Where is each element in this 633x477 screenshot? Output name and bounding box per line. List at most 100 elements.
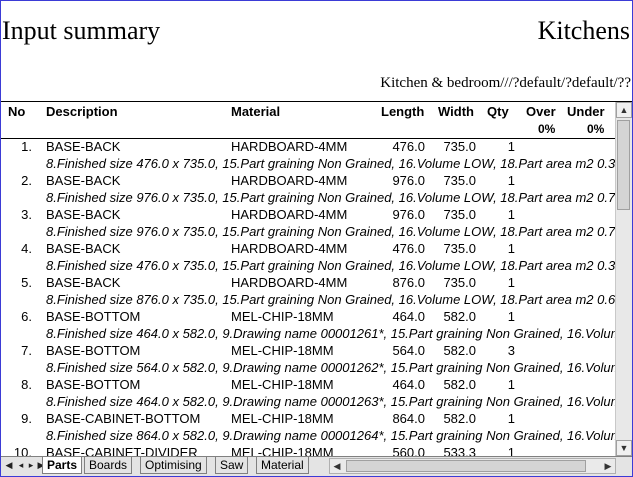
cell-length: 476.0 — [392, 241, 425, 256]
table-row[interactable]: 10. BASE-CABINET-DIVIDER MEL-CHIP-18MM 560.… — [1, 445, 615, 456]
table-row[interactable]: 8. BASE-BOTTOM MEL-CHIP-18MM 464.0 582.0 1 — [1, 377, 615, 394]
cell-qty: 3 — [507, 343, 515, 358]
cell-width: 582.0 — [443, 377, 476, 392]
tab-optimising[interactable]: Optimising — [140, 457, 207, 474]
cell-detail: 8.Finished size 476.0 x 735.0, 15.Part g… — [46, 258, 615, 273]
cell-width: 582.0 — [443, 343, 476, 358]
cell-qty: 1 — [507, 275, 515, 290]
cell-qty: 1 — [507, 411, 515, 426]
cell-detail: 8.Finished size 976.0 x 735.0, 15.Part g… — [46, 190, 615, 205]
cell-description: BASE-BACK — [46, 241, 121, 256]
cell-material: MEL-CHIP-18MM — [231, 309, 334, 324]
vertical-scroll-thumb[interactable] — [617, 120, 630, 210]
cell-qty: 1 — [507, 241, 515, 256]
scroll-up-icon[interactable]: ▲ — [616, 102, 632, 118]
table-row[interactable]: 7. BASE-BOTTOM MEL-CHIP-18MM 564.0 582.0 3 — [1, 343, 615, 360]
tab-material[interactable]: Material — [256, 457, 309, 474]
cell-width: 735.0 — [443, 139, 476, 154]
cell-width: 735.0 — [443, 275, 476, 290]
col-header-material: Material — [231, 104, 281, 119]
cell-detail: 8.Finished size 864.0 x 582.0, 9.Drawing… — [46, 428, 615, 443]
cell-length: 476.0 — [392, 139, 425, 154]
table-row[interactable]: 1. BASE-BACK HARDBOARD-4MM 476.0 735.0 1 — [1, 139, 615, 156]
cell-width: 582.0 — [443, 411, 476, 426]
cell-length: 976.0 — [392, 207, 425, 222]
table-row[interactable]: 9. BASE-CABINET-BOTTOM MEL-CHIP-18MM 864.0 5… — [1, 411, 615, 428]
table-row[interactable]: 4. BASE-BACK HARDBOARD-4MM 476.0 735.0 1 — [1, 241, 615, 258]
report-category: Kitchens — [537, 16, 630, 45]
scroll-left-icon[interactable]: ◀ — [333, 461, 341, 471]
first-sheet-icon[interactable]: ◀ — [5, 460, 13, 470]
col-header-width: Width — [438, 104, 474, 119]
cell-no: 3. — [21, 207, 32, 222]
cell-detail: 8.Finished size 564.0 x 582.0, 9.Drawing… — [46, 360, 615, 375]
cell-no: 5. — [21, 275, 32, 290]
cell-width: 582.0 — [443, 309, 476, 324]
cell-detail: 8.Finished size 464.0 x 582.0, 9.Drawing… — [46, 326, 615, 341]
cell-description: BASE-BOTTOM — [46, 309, 141, 324]
sheet-tab-bar: ◀ ◂ ▸ ▶ Parts Boards Optimising Saw Mate… — [1, 456, 632, 476]
cell-material: HARDBOARD-4MM — [231, 207, 348, 222]
report-subtitle: Kitchen & bedroom///?default/?default/?? — [380, 75, 631, 91]
cell-qty: 1 — [507, 445, 515, 456]
cell-description: BASE-CABINET-BOTTOM — [46, 411, 201, 426]
cell-description: BASE-BACK — [46, 275, 121, 290]
cell-length: 560.0 — [392, 445, 425, 456]
cell-no: 6. — [21, 309, 32, 324]
cell-qty: 1 — [507, 377, 515, 392]
cell-material: HARDBOARD-4MM — [231, 275, 348, 290]
cell-length: 464.0 — [392, 309, 425, 324]
scroll-right-icon[interactable]: ▶ — [604, 461, 612, 471]
last-sheet-icon[interactable]: ▶ — [37, 460, 45, 470]
cell-width: 735.0 — [443, 241, 476, 256]
cell-length: 876.0 — [392, 275, 425, 290]
vertical-scrollbar[interactable]: ▲ ▼ — [615, 102, 632, 456]
cell-no: 7. — [21, 343, 32, 358]
cell-qty: 1 — [507, 139, 515, 154]
table-row[interactable]: 2. BASE-BACK HARDBOARD-4MM 976.0 735.0 1 — [1, 173, 615, 190]
cell-material: HARDBOARD-4MM — [231, 139, 348, 154]
cell-material: HARDBOARD-4MM — [231, 173, 348, 188]
table-row-detail: 8.Finished size 476.0 x 735.0, 15.Part g… — [1, 258, 615, 275]
cell-length: 564.0 — [392, 343, 425, 358]
cell-material: MEL-CHIP-18MM — [231, 445, 334, 456]
cell-width: 533.3 — [443, 445, 476, 456]
under-percent: 0% — [587, 122, 605, 136]
tab-boards[interactable]: Boards — [84, 457, 133, 474]
cell-description: BASE-BOTTOM — [46, 377, 141, 392]
cell-qty: 1 — [507, 309, 515, 324]
horizontal-scroll-thumb[interactable] — [346, 460, 586, 472]
cell-length: 864.0 — [392, 411, 425, 426]
tab-parts[interactable]: Parts — [42, 457, 83, 474]
prev-sheet-icon[interactable]: ◂ — [18, 460, 24, 470]
tab-saw[interactable]: Saw — [215, 457, 249, 474]
table-row-detail: 8.Finished size 976.0 x 735.0, 15.Part g… — [1, 224, 615, 241]
table-row[interactable]: 5. BASE-BACK HARDBOARD-4MM 876.0 735.0 1 — [1, 275, 615, 292]
scroll-down-icon[interactable]: ▼ — [616, 440, 632, 456]
col-header-qty: Qty — [487, 104, 509, 119]
cell-detail: 8.Finished size 876.0 x 735.0, 15.Part g… — [46, 292, 615, 307]
col-header-length: Length — [381, 104, 425, 119]
header-bottom-rule — [1, 138, 615, 139]
header-top-rule — [1, 101, 632, 102]
cell-description: BASE-BACK — [46, 207, 121, 222]
table-row-detail: 8.Finished size 464.0 x 582.0, 9.Drawing… — [1, 394, 615, 411]
cell-detail: 8.Finished size 476.0 x 735.0, 15.Part g… — [46, 156, 615, 171]
report-title: Input summary — [2, 16, 161, 45]
cell-material: MEL-CHIP-18MM — [231, 411, 334, 426]
cell-detail: 8.Finished size 464.0 x 582.0, 9.Drawing… — [46, 394, 615, 409]
table-row[interactable]: 6. BASE-BOTTOM MEL-CHIP-18MM 464.0 582.0 1 — [1, 309, 615, 326]
table-row-detail: 8.Finished size 476.0 x 735.0, 15.Part g… — [1, 156, 615, 173]
over-percent: 0% — [538, 122, 556, 136]
horizontal-scrollbar[interactable]: ◀ ▶ — [329, 458, 616, 474]
cell-no: 4. — [21, 241, 32, 256]
table-row-detail: 8.Finished size 876.0 x 735.0, 15.Part g… — [1, 292, 615, 309]
parts-grid[interactable]: 1. BASE-BACK HARDBOARD-4MM 476.0 735.0 1 8.Fin… — [1, 139, 615, 456]
next-sheet-icon[interactable]: ▸ — [28, 460, 34, 470]
col-header-under: Under — [567, 104, 605, 119]
table-row[interactable]: 3. BASE-BACK HARDBOARD-4MM 976.0 735.0 1 — [1, 207, 615, 224]
cell-no: 8. — [21, 377, 32, 392]
cell-width: 735.0 — [443, 173, 476, 188]
cell-description: BASE-BACK — [46, 173, 121, 188]
cell-material: MEL-CHIP-18MM — [231, 343, 334, 358]
